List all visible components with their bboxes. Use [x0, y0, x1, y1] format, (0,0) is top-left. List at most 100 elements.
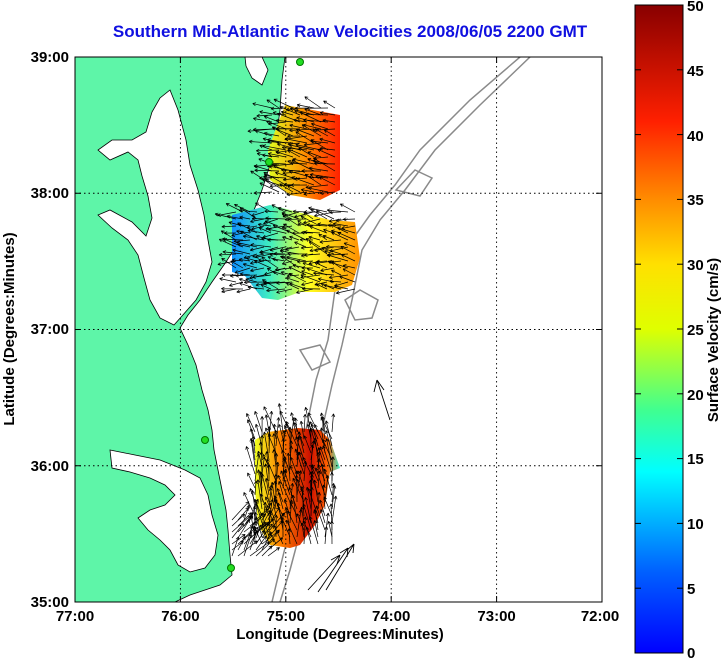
velocity-arrow	[285, 246, 300, 251]
velocity-arrow	[299, 111, 322, 123]
velocity-arrow	[263, 172, 287, 186]
velocity-arrow	[290, 183, 308, 188]
velocity-arrow	[313, 520, 319, 538]
velocity-arrow	[294, 241, 307, 248]
y-axis-label: Latitude (Degrees:Minutes)	[1, 232, 18, 425]
velocity-arrow	[302, 503, 312, 531]
velocity-arrow	[331, 231, 349, 241]
y-tick-label: 37:00	[31, 321, 69, 338]
velocity-arrow	[307, 151, 322, 158]
velocity-arrow	[301, 169, 322, 173]
velocity-arrow	[286, 452, 291, 482]
velocity-arrow	[327, 253, 349, 262]
velocity-arrow	[267, 520, 283, 539]
velocity-arrow	[310, 423, 319, 447]
chesapeake-bay	[97, 89, 213, 326]
velocity-arrow	[305, 184, 329, 190]
velocity-arrow	[265, 216, 286, 221]
velocity-arrow	[280, 110, 294, 116]
velocity-arrow	[266, 288, 286, 293]
delaware-bay	[244, 57, 269, 86]
velocity-arrow	[251, 216, 272, 221]
velocity-arrow	[263, 131, 280, 137]
velocity-arrow	[235, 273, 258, 278]
velocity-arrow	[297, 222, 314, 227]
velocity-arrow	[308, 241, 328, 255]
velocity-arrow	[282, 236, 293, 241]
velocity-arrow	[268, 227, 286, 234]
velocity-arrow	[272, 127, 294, 137]
velocity-arrow	[280, 470, 291, 496]
velocity-arrow	[323, 496, 333, 517]
velocity-arrow	[255, 524, 262, 539]
colorbar-tick-label: 15	[687, 451, 704, 468]
velocity-arrow	[314, 467, 326, 496]
velocity-arrow	[267, 537, 284, 551]
velocity-arrow	[248, 139, 273, 144]
velocity-arrow	[325, 430, 333, 454]
velocity-arrow	[265, 451, 270, 475]
colorbar-tick-label: 5	[687, 581, 695, 598]
velocity-arrow	[323, 468, 333, 496]
velocity-arrow	[245, 278, 258, 283]
velocity-arrow	[289, 465, 298, 482]
velocity-arrow	[249, 488, 256, 503]
velocity-arrow	[251, 211, 265, 217]
velocity-arrow	[322, 234, 335, 241]
velocity-arrow	[262, 153, 280, 158]
velocity-arrow	[250, 260, 265, 265]
radar-stations	[201, 58, 304, 572]
velocity-arrow	[267, 506, 280, 527]
velocity-arrow	[269, 246, 286, 252]
velocity-arrow	[222, 250, 244, 255]
velocity-arrow	[331, 495, 338, 524]
velocity-arrow	[273, 98, 294, 109]
velocity-arrow	[281, 168, 301, 172]
velocity-arrow	[267, 237, 286, 242]
velocity-arrow	[267, 529, 280, 545]
velocity-arrow	[255, 253, 272, 259]
velocity-arrow	[255, 535, 267, 551]
velocity-arrow	[296, 116, 315, 123]
station-marker	[296, 58, 304, 66]
velocity-arrow	[221, 224, 237, 229]
velocity-arrow	[295, 143, 322, 151]
velocity-arrow	[309, 471, 319, 496]
velocity-arrow	[322, 439, 333, 461]
velocity-arrow	[327, 223, 342, 228]
velocity-arrow	[311, 122, 329, 130]
velocity-arrow	[218, 252, 237, 257]
velocity-arrow	[265, 427, 277, 454]
velocity-arrow	[305, 238, 321, 248]
velocity-arrow	[262, 144, 287, 151]
velocity-arrow	[256, 469, 263, 496]
velocity-arrow	[300, 488, 305, 517]
x-tick-label: 75:00	[267, 608, 305, 625]
velocity-arrows	[214, 96, 356, 557]
velocity-arrow	[328, 218, 342, 223]
velocity-arrow	[247, 229, 265, 234]
velocity-arrow	[285, 276, 300, 283]
velocity-arrow	[219, 277, 237, 283]
velocity-arrow	[234, 267, 251, 274]
velocity-arrow	[308, 206, 328, 213]
colorbar-tick-label: 25	[687, 322, 704, 339]
velocity-arrow	[262, 431, 270, 461]
velocity-arrow	[303, 218, 321, 225]
velocity-arrow	[246, 413, 256, 433]
x-tick-label: 76:00	[161, 608, 199, 625]
velocity-arrow	[322, 118, 336, 123]
velocity-arrow	[319, 412, 326, 440]
velocity-arrow	[269, 184, 294, 189]
velocity-arrow	[267, 547, 280, 557]
velocity-arrow	[324, 420, 333, 447]
velocity-arrow	[257, 222, 272, 227]
velocity-arrow	[250, 218, 265, 224]
velocity-arrow	[278, 480, 284, 496]
velocity-arrow	[317, 470, 322, 489]
velocity-arrow	[318, 499, 326, 517]
velocity-arrow	[276, 281, 293, 285]
velocity-arrow	[313, 510, 319, 531]
velocity-arrow	[242, 234, 265, 241]
velocity-arrow	[294, 211, 314, 219]
